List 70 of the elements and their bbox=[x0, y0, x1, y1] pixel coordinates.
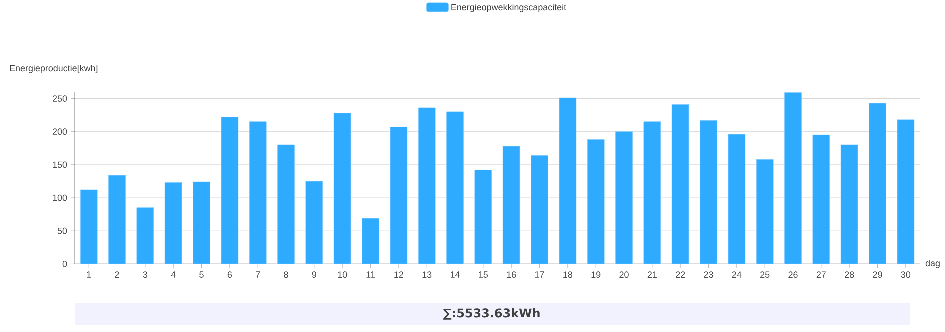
bar bbox=[136, 208, 154, 264]
x-tick-label: 7 bbox=[256, 272, 260, 278]
x-tick-label: 30 bbox=[901, 272, 911, 278]
bar bbox=[80, 190, 98, 264]
bar bbox=[334, 113, 352, 264]
x-tick-label: 4 bbox=[171, 272, 176, 278]
legend-label: Energieopwekkingscapaciteit bbox=[452, 4, 566, 12]
bar bbox=[840, 144, 858, 264]
x-tick-label: 28 bbox=[845, 272, 854, 278]
bar bbox=[278, 144, 295, 264]
bar bbox=[700, 120, 718, 264]
x-tick-label: 29 bbox=[873, 272, 882, 278]
bar bbox=[672, 104, 690, 264]
bar bbox=[559, 98, 577, 264]
y-tick-label: 0 bbox=[62, 260, 68, 268]
x-tick-label: 21 bbox=[648, 272, 657, 278]
y-tick-label: 50 bbox=[58, 228, 68, 234]
x-tick-label: 26 bbox=[788, 272, 798, 278]
bar bbox=[474, 170, 492, 264]
x-tick-label: 15 bbox=[479, 272, 488, 278]
bar bbox=[446, 112, 464, 264]
bar bbox=[390, 126, 408, 264]
x-tick-label: 1 bbox=[87, 272, 92, 278]
bar bbox=[221, 116, 239, 264]
bar bbox=[812, 134, 830, 264]
x-axis-title: dag bbox=[926, 260, 940, 268]
x-tick-label: 6 bbox=[228, 272, 232, 278]
bar bbox=[362, 218, 380, 264]
x-tick-label: 8 bbox=[284, 272, 288, 278]
bar bbox=[728, 134, 746, 264]
x-tick-label: 18 bbox=[564, 272, 573, 278]
x-tick-label: 3 bbox=[143, 272, 148, 278]
x-tick-label: 23 bbox=[704, 272, 714, 278]
bar bbox=[897, 120, 915, 264]
bar bbox=[249, 122, 267, 264]
x-tick-label: 11 bbox=[366, 272, 375, 278]
x-tick-label: 20 bbox=[620, 272, 629, 278]
y-tick-label: 200 bbox=[52, 128, 68, 135]
y-tick-label: 150 bbox=[53, 162, 68, 168]
bar bbox=[193, 182, 210, 264]
bar bbox=[587, 139, 605, 264]
x-tick-label: 16 bbox=[507, 272, 516, 278]
x-tick-label: 12 bbox=[394, 272, 404, 278]
bar bbox=[616, 132, 633, 264]
text: ∑:5533.63kWh bbox=[444, 308, 540, 320]
bar bbox=[756, 159, 774, 264]
x-tick-label: 13 bbox=[422, 272, 432, 278]
bar bbox=[108, 175, 126, 264]
x-tick-label: 9 bbox=[312, 272, 316, 278]
bar bbox=[784, 92, 802, 264]
x-tick-label: 5 bbox=[200, 272, 204, 278]
x-tick-label: 10 bbox=[338, 272, 348, 278]
bar bbox=[502, 146, 520, 264]
bar bbox=[869, 103, 886, 264]
x-tick-label: 17 bbox=[535, 272, 544, 278]
x-tick-label: 19 bbox=[592, 272, 601, 278]
x-tick-label: 14 bbox=[450, 272, 460, 278]
x-tick-label: 22 bbox=[676, 272, 686, 278]
y-axis-title: Energieproductie[kwh] bbox=[10, 64, 98, 74]
bar bbox=[306, 181, 324, 264]
bar bbox=[164, 182, 182, 264]
x-tick-label: 24 bbox=[732, 272, 742, 278]
y-tick-label: 100 bbox=[53, 194, 68, 202]
bar bbox=[418, 108, 436, 264]
x-tick-label: 27 bbox=[816, 272, 826, 278]
x-tick-label: 2 bbox=[115, 272, 120, 278]
x-tick-label: 25 bbox=[760, 272, 770, 278]
bar bbox=[644, 122, 662, 264]
bar bbox=[531, 155, 548, 264]
y-tick-label: 250 bbox=[52, 96, 68, 102]
